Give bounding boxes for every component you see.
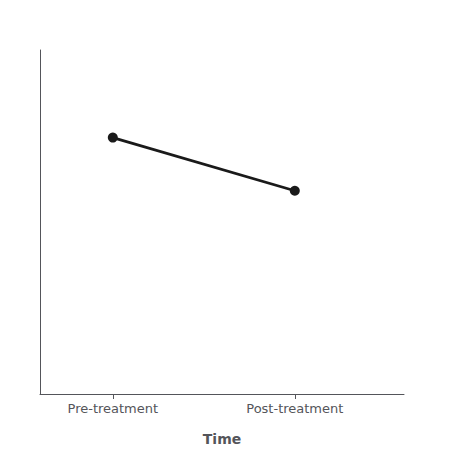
svg-text:Pre-treatment: Pre-treatment bbox=[68, 401, 159, 416]
svg-text:Post-treatment: Post-treatment bbox=[246, 401, 343, 416]
svg-text:Time: Time bbox=[203, 431, 241, 447]
